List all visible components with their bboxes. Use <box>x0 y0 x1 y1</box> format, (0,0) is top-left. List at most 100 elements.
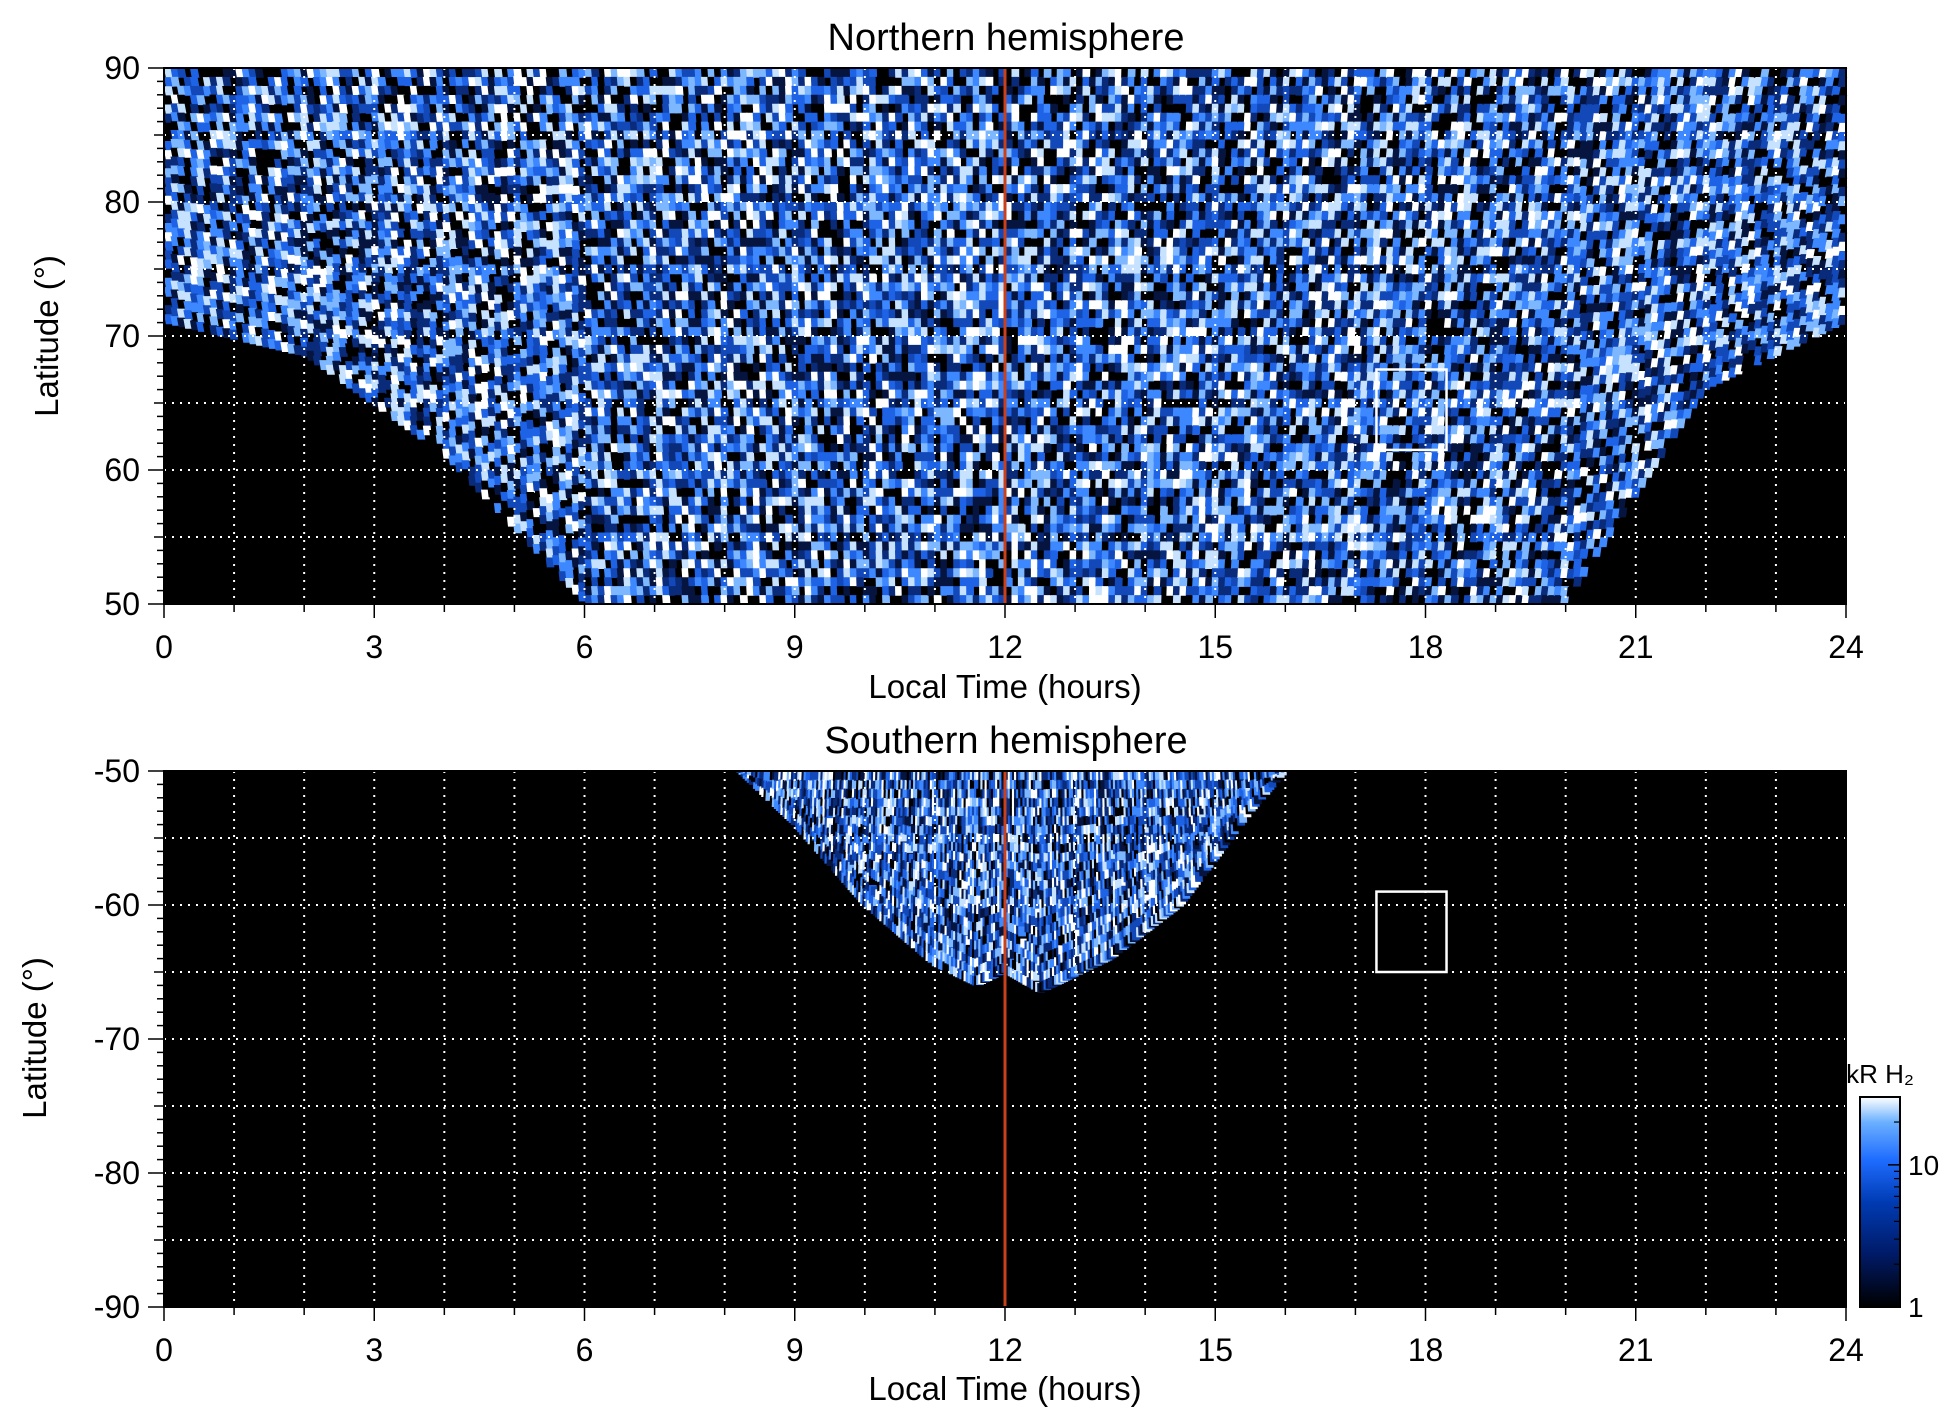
emission-cell <box>597 336 606 346</box>
emission-cell <box>765 210 774 221</box>
emission-cell <box>849 219 858 230</box>
emission-cell <box>248 156 258 167</box>
emission-cell <box>552 95 561 105</box>
emission-cell <box>629 103 639 114</box>
emission-cell <box>700 246 710 257</box>
emission-cell <box>610 157 619 168</box>
emission-cell <box>713 121 723 132</box>
emission-cell <box>759 478 768 489</box>
emission-cell <box>189 77 200 87</box>
emission-cell <box>293 85 303 96</box>
emission-cell <box>681 202 690 212</box>
emission-cell <box>274 104 284 115</box>
emission-cell <box>493 149 503 160</box>
emission-cell <box>215 192 226 203</box>
emission-cell <box>384 94 394 105</box>
emission-cell <box>170 76 181 87</box>
emission-cell <box>623 541 632 552</box>
emission-cell <box>280 250 290 261</box>
emission-cell <box>830 184 839 194</box>
emission-cell <box>830 139 839 150</box>
emission-cell <box>448 140 458 150</box>
emission-cell <box>752 523 761 534</box>
emission-cell <box>856 157 865 168</box>
emission-cell <box>241 104 252 115</box>
emission-cell <box>202 250 213 261</box>
emission-cell <box>798 210 807 221</box>
emission-cell <box>565 121 574 132</box>
emission-cell <box>700 219 710 230</box>
emission-cell <box>810 273 820 284</box>
emission-cell <box>228 149 239 160</box>
emission-cell <box>241 296 252 307</box>
emission-cell <box>791 586 800 596</box>
emission-cell <box>345 156 355 167</box>
emission-cell <box>280 305 290 316</box>
emission-cell <box>713 389 723 400</box>
emission-cell <box>726 300 736 310</box>
emission-cell <box>189 68 200 78</box>
emission-cell <box>571 104 581 115</box>
emission-cell <box>810 559 820 569</box>
emission-cell <box>312 184 323 195</box>
emission-cell <box>623 300 632 310</box>
emission-cell <box>759 398 768 409</box>
emission-cell <box>584 103 594 114</box>
emission-cell <box>778 353 787 364</box>
emission-cell <box>688 550 697 561</box>
emission-cell <box>843 434 852 444</box>
emission-cell <box>817 470 826 480</box>
emission-cell <box>176 94 187 105</box>
emission-cell <box>785 568 794 578</box>
emission-cell <box>526 492 536 502</box>
emission-cell <box>164 113 174 124</box>
emission-cell <box>713 85 723 96</box>
emission-cell <box>176 112 187 123</box>
emission-cell <box>843 291 852 301</box>
emission-cell <box>772 237 781 248</box>
emission-cell <box>668 282 678 293</box>
emission-cell <box>694 273 703 284</box>
emission-cell <box>895 148 903 159</box>
emission-cell <box>274 113 284 124</box>
emission-cell <box>468 303 477 314</box>
emission-cell <box>746 425 755 435</box>
emission-cell <box>629 139 639 150</box>
emission-cell <box>804 425 813 435</box>
emission-cell <box>202 68 213 78</box>
emission-cell <box>338 104 348 114</box>
emission-cell <box>584 175 594 185</box>
emission-cell <box>662 407 671 418</box>
emission-cell <box>817 228 826 239</box>
emission-cell <box>248 76 258 87</box>
emission-cell <box>733 166 742 177</box>
emission-cell <box>649 68 658 78</box>
emission-cell <box>202 104 213 115</box>
emission-cell <box>371 68 381 78</box>
emission-cell <box>235 267 245 278</box>
emission-cell <box>254 246 264 257</box>
emission-cell <box>733 318 742 328</box>
emission-cell <box>506 454 516 464</box>
emission-cell <box>856 255 865 266</box>
emission-cell <box>552 86 561 96</box>
emission-cell <box>170 262 181 273</box>
emission-cell <box>591 568 600 578</box>
emission-cell <box>836 94 845 105</box>
emission-cell <box>649 121 658 132</box>
emission-cell <box>312 175 323 186</box>
emission-cell <box>785 103 794 114</box>
emission-cell <box>299 77 310 87</box>
emission-cell <box>836 371 845 382</box>
emission-cell <box>700 514 710 525</box>
emission-cell <box>849 470 858 480</box>
emission-cell <box>675 219 684 230</box>
emission-cell <box>409 157 419 168</box>
emission-cell <box>823 318 832 328</box>
emission-cell <box>901 452 910 462</box>
emission-cell <box>746 344 755 355</box>
emission-cell <box>836 193 845 203</box>
emission-cell <box>241 214 252 225</box>
emission-cell <box>610 452 619 462</box>
